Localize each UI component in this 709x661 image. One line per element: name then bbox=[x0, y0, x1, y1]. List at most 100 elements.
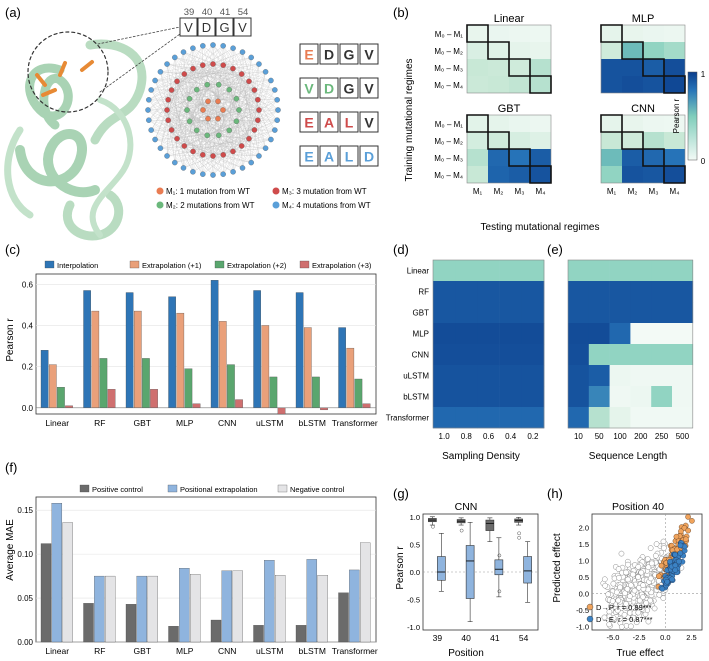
x-tick-label: CNN bbox=[218, 418, 236, 428]
network-node bbox=[226, 86, 232, 93]
x-tick-label: uLSTM bbox=[256, 418, 283, 428]
network-node bbox=[268, 136, 274, 143]
network-node bbox=[255, 97, 261, 103]
heatmap-cell bbox=[643, 59, 664, 76]
bar bbox=[65, 405, 73, 408]
bar bbox=[136, 575, 148, 643]
heatmap-cell bbox=[499, 302, 523, 324]
bar bbox=[317, 575, 328, 643]
y-tick-label: 0.0 bbox=[410, 568, 420, 577]
legend-text: Extrapolation (+3) bbox=[312, 261, 372, 270]
y-tick-label: 0.10 bbox=[17, 550, 33, 559]
network-node bbox=[190, 169, 196, 175]
heatmap-cell bbox=[488, 42, 509, 59]
variant-residue-box bbox=[319, 43, 339, 65]
heatmap-cell bbox=[433, 323, 456, 345]
network-node bbox=[238, 143, 245, 149]
network-node bbox=[256, 61, 262, 67]
network-edge bbox=[168, 99, 203, 175]
scatter-point-other bbox=[661, 545, 667, 551]
bar bbox=[235, 399, 243, 408]
bar bbox=[295, 292, 304, 408]
heatmap-cell bbox=[433, 260, 456, 282]
heatmap-cell bbox=[433, 302, 456, 324]
network-edge bbox=[212, 80, 272, 157]
network-node bbox=[180, 165, 187, 171]
wt-residue-box bbox=[233, 17, 252, 37]
heatmap-cell bbox=[568, 260, 590, 282]
heatmap-cell bbox=[672, 386, 694, 408]
x-tick-label: Linear bbox=[45, 418, 69, 428]
panel-g: CNN Pearson r Position 1.0 0.5 0.0 -0.5 -1.0… bbox=[395, 501, 539, 659]
x-tick-label: Transformer bbox=[332, 418, 378, 428]
row-label: uLSTM bbox=[403, 372, 429, 381]
bar bbox=[221, 570, 233, 643]
heatmap-cell bbox=[588, 281, 610, 303]
network-node bbox=[165, 117, 171, 123]
network-edge bbox=[232, 151, 259, 157]
network-edge bbox=[171, 129, 234, 172]
outlier bbox=[431, 524, 435, 529]
heatmap-cell bbox=[530, 149, 551, 166]
legend-marker-m3 bbox=[272, 187, 280, 195]
panel-h: Position 40 Predicted effect True effect… bbox=[552, 501, 703, 659]
heatmap-cell bbox=[477, 386, 500, 408]
bar bbox=[349, 569, 360, 643]
heatmap-cell bbox=[664, 132, 685, 149]
heatmap-cell bbox=[609, 281, 631, 303]
b-row-label: M₀ – M₂ bbox=[434, 137, 463, 146]
network-edge bbox=[183, 145, 185, 168]
heatmap-cell bbox=[568, 386, 590, 408]
y-tick-label: 1.0 bbox=[579, 556, 589, 565]
scatter-point-other bbox=[624, 586, 631, 592]
network-edge bbox=[166, 129, 172, 156]
network-edge bbox=[223, 45, 250, 82]
heatmap-cell bbox=[477, 344, 500, 366]
heatmap-cell bbox=[643, 76, 664, 93]
scatter-point-other bbox=[660, 595, 667, 601]
scatter-point-other bbox=[610, 580, 617, 587]
heatmap-cell bbox=[588, 302, 610, 324]
bar bbox=[168, 296, 176, 408]
network-node bbox=[165, 97, 171, 103]
network-edge bbox=[254, 64, 260, 91]
legend-text: Extrapolation (+2) bbox=[227, 261, 287, 270]
network-edge bbox=[174, 99, 258, 163]
b-row-label: M₀ – M₁ bbox=[435, 120, 464, 129]
scatter-point-other bbox=[656, 591, 663, 598]
bar bbox=[354, 378, 363, 408]
heatmap-cell bbox=[601, 149, 622, 166]
network-node bbox=[220, 107, 226, 113]
scatter-point-other bbox=[617, 584, 623, 591]
x-tick-label: 0.0 bbox=[660, 633, 670, 642]
heatmap-cell bbox=[601, 25, 622, 42]
heatmap-cell bbox=[651, 260, 673, 282]
heatmap-cell bbox=[509, 166, 530, 183]
heatmap-cell bbox=[499, 260, 523, 282]
bar bbox=[269, 376, 278, 408]
scatter-point-dp bbox=[673, 533, 680, 540]
scatter-point-dp bbox=[685, 514, 691, 520]
x-tick-label: -5.0 bbox=[606, 633, 619, 642]
network-node bbox=[200, 171, 206, 177]
bar bbox=[150, 389, 158, 408]
row-label: RF bbox=[418, 288, 429, 297]
bar bbox=[320, 407, 328, 411]
network-node bbox=[210, 172, 216, 178]
network-node bbox=[210, 153, 216, 159]
network-edge bbox=[155, 73, 242, 81]
heatmap-cell bbox=[672, 323, 694, 345]
network-edge bbox=[184, 74, 203, 175]
protein-structure bbox=[4, 26, 181, 241]
network-node bbox=[164, 153, 170, 159]
scatter-point-other bbox=[618, 550, 625, 557]
network-edge bbox=[160, 71, 242, 75]
network-node bbox=[181, 71, 188, 77]
heatmap-cell bbox=[601, 76, 622, 93]
heatmap-cell bbox=[622, 76, 643, 93]
scatter-point-other bbox=[653, 541, 660, 547]
network-edge bbox=[183, 51, 258, 100]
network-edge bbox=[212, 44, 242, 75]
network-edge bbox=[207, 135, 214, 157]
network-node bbox=[168, 87, 175, 93]
